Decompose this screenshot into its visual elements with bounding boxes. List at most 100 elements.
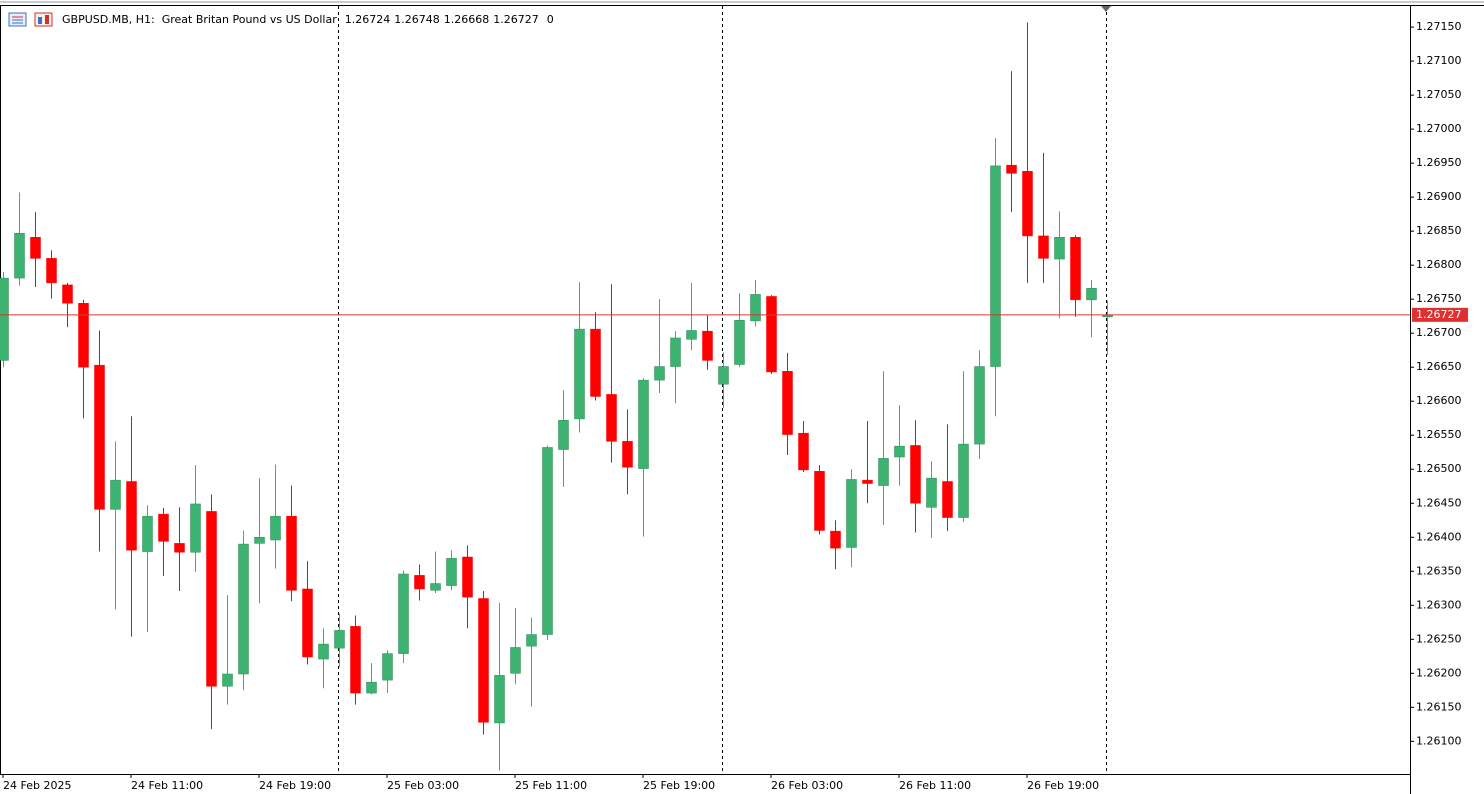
candle-body [558, 420, 569, 450]
candle-body [238, 543, 249, 675]
price-label-box [1412, 307, 1468, 322]
candle-body [830, 530, 841, 549]
candle-body [350, 626, 361, 694]
candle-body [878, 458, 889, 486]
y-tick-label: 1.26800 [1416, 258, 1462, 271]
candle-body [894, 445, 905, 458]
x-tick-label: 24 Feb 11:00 [131, 779, 203, 792]
x-tick-label: 24 Feb 19:00 [259, 779, 331, 792]
candle-body [62, 284, 73, 304]
y-tick-label: 1.26650 [1416, 360, 1462, 373]
candle-body [206, 511, 217, 687]
x-tick-label: 24 Feb 2025 [3, 779, 71, 792]
candle-body [574, 328, 585, 420]
y-tick-label: 1.26600 [1416, 394, 1462, 407]
icon [38, 17, 42, 24]
y-tick-label: 1.26200 [1416, 666, 1462, 679]
candle-body [46, 258, 57, 284]
chart-title: GBPUSD.MB, H1: Great Britan Pound vs US … [62, 13, 337, 26]
candle-body [254, 537, 265, 544]
candle-body [526, 634, 537, 647]
y-tick-label: 1.26500 [1416, 462, 1462, 475]
candle-body [1006, 164, 1017, 174]
title-close: 1.26727 [493, 13, 539, 26]
candle-body [590, 328, 601, 397]
icon [45, 15, 49, 24]
candle-body [798, 432, 809, 471]
candle-body [702, 330, 713, 361]
candle-body [126, 481, 137, 551]
y-tick-label: 1.26300 [1416, 598, 1462, 611]
y-tick-label: 1.26450 [1416, 496, 1462, 509]
candle-body [542, 447, 553, 635]
candle-body [366, 681, 377, 694]
y-tick-label: 1.26950 [1416, 156, 1462, 169]
candle-body [78, 303, 89, 368]
candle-body [862, 479, 873, 484]
candle-body [110, 479, 121, 510]
candle-body [958, 443, 969, 518]
y-tick-label: 1.26400 [1416, 530, 1462, 543]
y-tick-label: 1.26700 [1416, 326, 1462, 339]
candle-body [686, 330, 697, 340]
candle-body [670, 337, 681, 367]
title-spread: 0 [547, 13, 554, 26]
candle-body [158, 513, 169, 542]
shift-marker [1101, 6, 1111, 12]
x-tick-label: 25 Feb 11:00 [515, 779, 587, 792]
candle-body [382, 653, 393, 681]
candle-body [1054, 237, 1065, 260]
y-tick-label: 1.26850 [1416, 224, 1462, 237]
candle-body [414, 575, 425, 590]
candle-body [814, 471, 825, 531]
candle-body [926, 477, 937, 508]
y-tick-label: 1.26900 [1416, 190, 1462, 203]
x-tick-label: 25 Feb 03:00 [387, 779, 459, 792]
y-tick-label: 1.26750 [1416, 292, 1462, 305]
y-tick-label: 1.26100 [1416, 734, 1462, 747]
y-tick-label: 1.26150 [1416, 700, 1462, 713]
candle-body [430, 583, 441, 591]
y-tick-label: 1.27000 [1416, 122, 1462, 135]
candle-body [318, 643, 329, 660]
candle-body [190, 503, 201, 553]
candle-body [654, 366, 665, 381]
x-tick-label: 26 Feb 03:00 [771, 779, 843, 792]
candle-body [14, 232, 25, 279]
candle-body [334, 630, 345, 649]
candle-body [1038, 235, 1049, 259]
price-label: 1.26727 [1416, 308, 1462, 321]
candle-body [494, 675, 505, 724]
candle-body [478, 598, 489, 723]
y-tick-label: 1.26350 [1416, 564, 1462, 577]
y-tick-label: 1.26550 [1416, 428, 1462, 441]
candle-body [638, 379, 649, 469]
candle-body [1086, 288, 1097, 301]
y-tick-label: 1.27050 [1416, 88, 1462, 101]
y-tick-label: 1.27100 [1416, 54, 1462, 67]
candle-body [94, 364, 105, 510]
candle-body [174, 543, 185, 553]
candle-body [910, 445, 921, 504]
candle-body [622, 441, 633, 468]
candle-body [782, 371, 793, 435]
candle-body [30, 237, 41, 259]
candle-body [270, 515, 281, 541]
x-tick-label: 25 Feb 19:00 [643, 779, 715, 792]
candle-body [398, 573, 409, 654]
candle-body [446, 558, 457, 586]
candle-body [974, 366, 985, 445]
candle-body [766, 296, 777, 373]
candle-body [302, 588, 313, 658]
x-tick-label: 26 Feb 11:00 [899, 779, 971, 792]
candle-body [0, 277, 9, 361]
title-high: 1.26748 [394, 13, 440, 26]
candle-body [990, 165, 1001, 367]
icon [34, 12, 53, 27]
candle-body [1022, 171, 1033, 237]
candle-body [222, 673, 233, 687]
title-low: 1.26668 [444, 13, 490, 26]
title-open: 1.26724 [345, 13, 391, 26]
